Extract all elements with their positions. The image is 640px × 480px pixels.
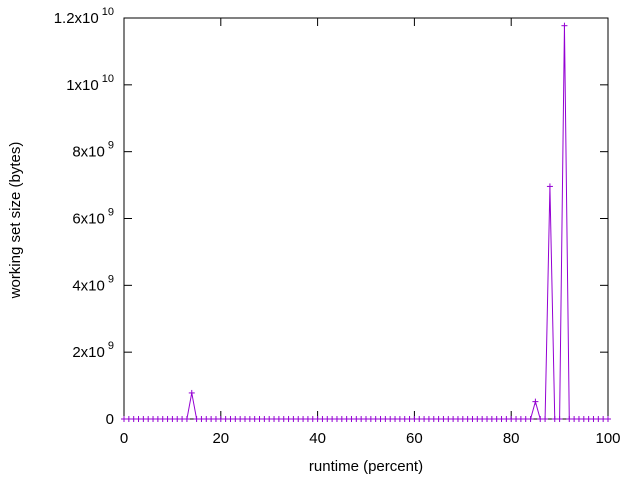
series-line (124, 25, 608, 420)
plot-frame (123, 17, 609, 420)
y-tick-exponent: 9 (108, 140, 114, 152)
data-point (532, 398, 539, 405)
y-tick-mantissa: 2x10 (72, 344, 105, 361)
y-tick-label: 1.2x10 10 (54, 6, 114, 27)
y-tick-label: 8x10 9 (72, 140, 114, 161)
data-point (527, 416, 534, 422)
x-tick-labels: 0 20 40 60 80 100 (120, 430, 621, 447)
data-point (605, 416, 611, 422)
x-tick-label: 60 (406, 430, 423, 447)
y-tick-label: 2x10 9 (72, 340, 114, 361)
y-tick-mantissa: 4x10 (72, 277, 105, 294)
y-tick-exponent: 9 (108, 273, 114, 285)
y-axis-label: working set size (bytes) (7, 142, 24, 300)
y-tick-mantissa: 8x10 (72, 144, 105, 161)
series-markers (121, 22, 611, 422)
x-tick-label: 0 (120, 430, 128, 447)
y-tick-exponent: 9 (108, 340, 114, 352)
data-point (561, 22, 568, 29)
axis-ticks (123, 17, 609, 420)
y-tick-label: 6x10 9 (72, 207, 114, 228)
y-tick-exponent: 9 (108, 207, 114, 219)
y-tick-label: 4x10 9 (72, 273, 114, 294)
x-tick-label: 100 (595, 430, 620, 447)
y-tick-mantissa: 1.2x10 (54, 10, 99, 27)
y-tick-exponent: 10 (102, 73, 114, 85)
data-point (188, 389, 195, 396)
x-tick-label: 40 (309, 430, 326, 447)
data-point (546, 183, 553, 190)
y-tick-mantissa: 6x10 (72, 211, 105, 228)
y-tick-exponent: 10 (102, 6, 114, 18)
x-tick-label: 20 (212, 430, 229, 447)
y-tick-mantissa: 1x10 (66, 77, 99, 94)
data-point (183, 416, 190, 422)
y-tick-label: 0 (106, 411, 114, 428)
y-tick-label: 1x10 10 (66, 73, 114, 94)
data-point (556, 416, 563, 422)
x-tick-label: 80 (503, 430, 520, 447)
x-axis-label: runtime (percent) (309, 458, 423, 475)
y-tick-mantissa: 0 (106, 411, 114, 428)
data-point (542, 416, 549, 422)
